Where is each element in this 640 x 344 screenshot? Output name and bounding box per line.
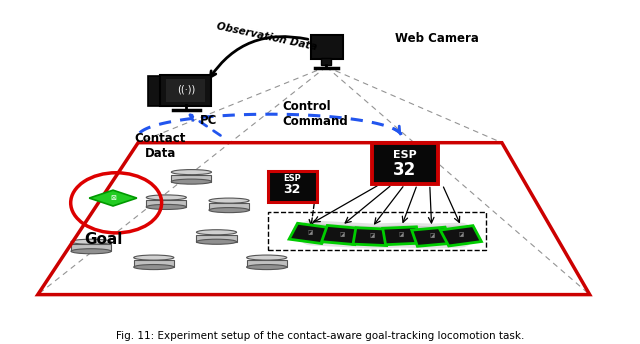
Text: ◪: ◪ — [429, 234, 435, 238]
FancyBboxPatch shape — [353, 228, 390, 246]
Text: ESP: ESP — [393, 150, 417, 160]
Ellipse shape — [134, 265, 174, 270]
Bar — [134, 260, 174, 267]
Bar — [246, 260, 287, 267]
Text: ⊠: ⊠ — [110, 195, 116, 201]
Ellipse shape — [196, 239, 237, 244]
Text: Goal: Goal — [84, 232, 123, 247]
Ellipse shape — [147, 204, 186, 209]
Ellipse shape — [71, 249, 111, 254]
FancyBboxPatch shape — [383, 227, 419, 245]
FancyBboxPatch shape — [166, 79, 205, 101]
FancyBboxPatch shape — [440, 226, 481, 246]
Text: ◪: ◪ — [339, 232, 344, 237]
Text: ◪: ◪ — [369, 234, 374, 238]
Text: PC: PC — [200, 114, 217, 127]
FancyBboxPatch shape — [268, 171, 317, 202]
Ellipse shape — [134, 255, 174, 260]
Ellipse shape — [172, 179, 211, 184]
Ellipse shape — [147, 195, 186, 200]
Text: Control
Command: Control Command — [282, 100, 348, 128]
FancyBboxPatch shape — [289, 223, 330, 244]
FancyBboxPatch shape — [310, 35, 343, 59]
Ellipse shape — [196, 230, 237, 235]
Text: ◪: ◪ — [308, 230, 313, 235]
Text: ◪: ◪ — [399, 233, 404, 238]
FancyBboxPatch shape — [412, 227, 451, 246]
FancyBboxPatch shape — [322, 225, 360, 245]
Text: Fig. 11: Experiment setup of the contact-aware goal-tracking locomotion task.: Fig. 11: Experiment setup of the contact… — [116, 331, 524, 341]
Ellipse shape — [246, 255, 287, 260]
Ellipse shape — [71, 239, 111, 244]
Bar — [196, 235, 237, 242]
FancyBboxPatch shape — [160, 75, 211, 106]
FancyBboxPatch shape — [372, 143, 438, 184]
Bar — [321, 58, 332, 65]
Ellipse shape — [209, 198, 249, 203]
Text: Web Camera: Web Camera — [396, 32, 479, 45]
Ellipse shape — [172, 170, 211, 175]
Bar — [268, 212, 486, 250]
Text: Observation Data: Observation Data — [216, 21, 318, 52]
Text: ESP: ESP — [283, 174, 301, 183]
Bar — [71, 244, 111, 251]
Bar — [147, 200, 186, 207]
Polygon shape — [89, 190, 137, 206]
Text: ((·)): ((·)) — [177, 85, 195, 95]
Bar — [209, 203, 249, 210]
Ellipse shape — [246, 265, 287, 270]
Text: 32: 32 — [283, 183, 300, 196]
Text: ◪: ◪ — [458, 233, 464, 238]
Text: 32: 32 — [393, 161, 416, 179]
Text: Contact
Data: Contact Data — [134, 132, 186, 160]
FancyBboxPatch shape — [148, 76, 163, 106]
Bar — [172, 175, 211, 182]
Ellipse shape — [209, 207, 249, 213]
